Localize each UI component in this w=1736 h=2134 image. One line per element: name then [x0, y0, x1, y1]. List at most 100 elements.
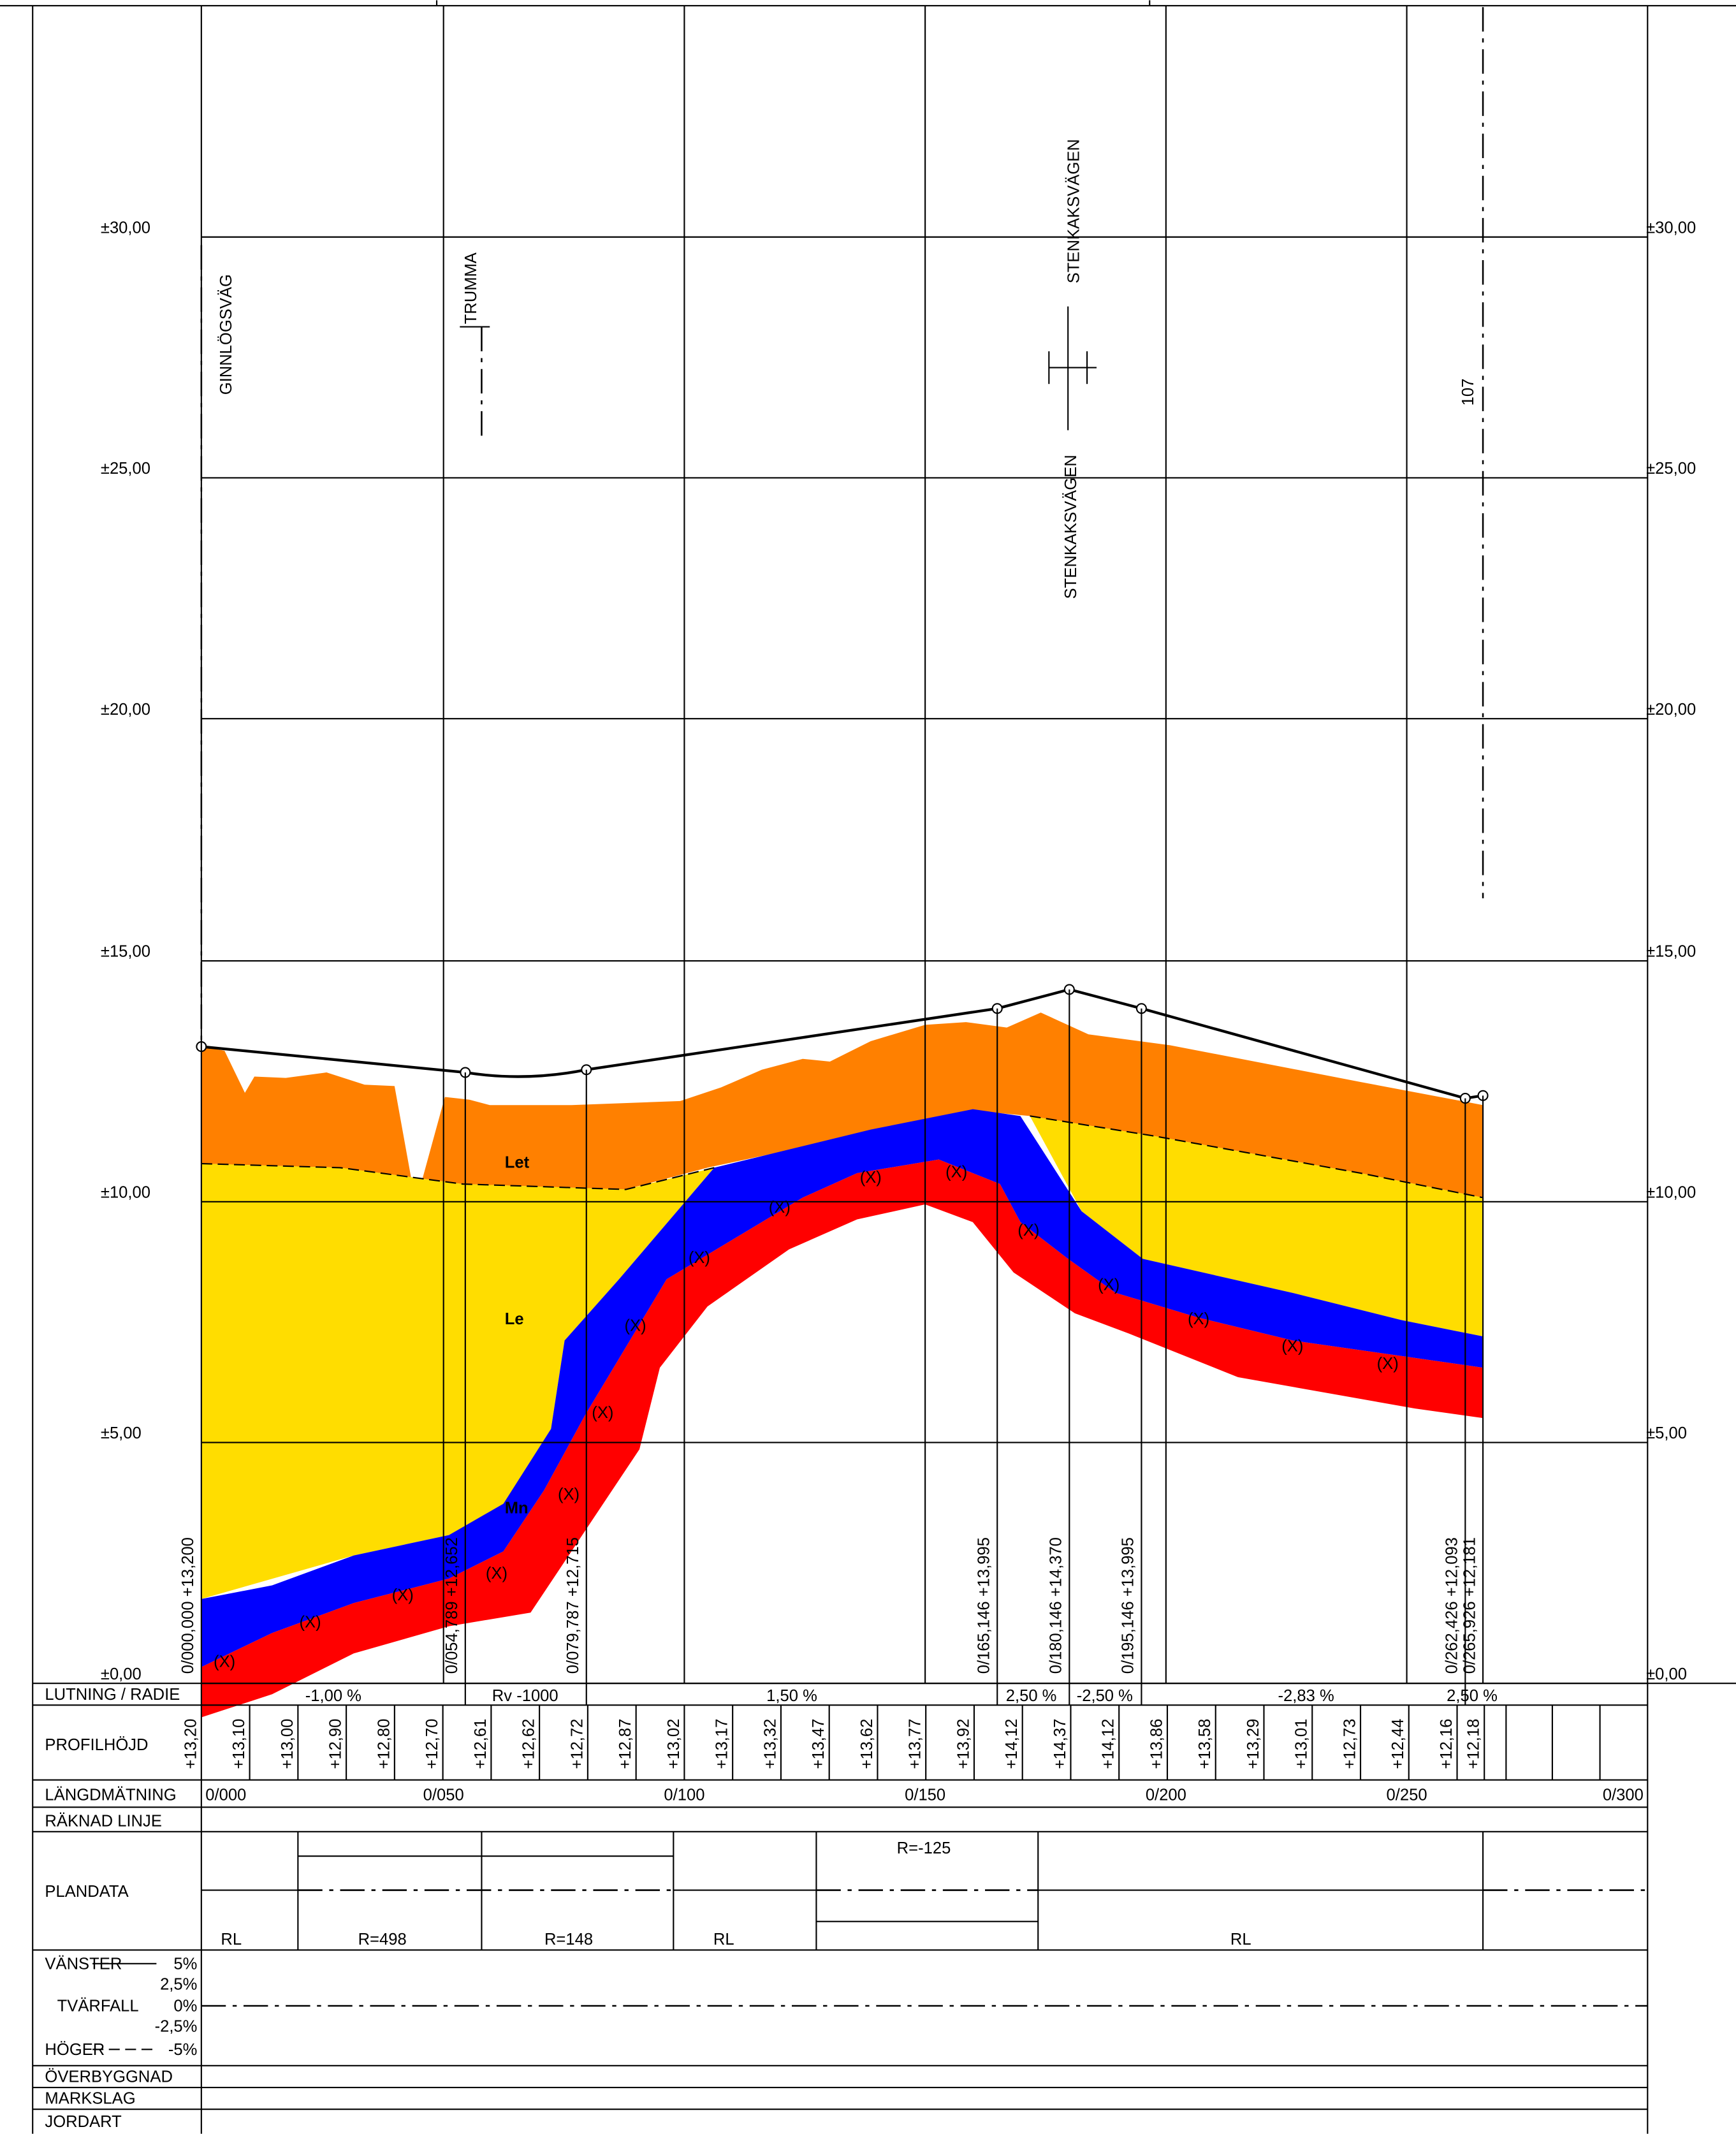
crossfall-label: -5% [168, 2041, 198, 2059]
profile-height: +13,02 [665, 1719, 683, 1769]
crossfall-label: 0% [173, 1998, 197, 2015]
plandata-value: RL [713, 1931, 734, 1948]
layer-mark: (X) [689, 1249, 710, 1267]
layer-mark: (X) [769, 1199, 791, 1217]
chainage-label: 0/150 [905, 1787, 945, 1804]
crossfall-label: TVÄRFALL [57, 1998, 139, 2015]
profile-height: +12,80 [375, 1719, 393, 1769]
profile-height: +12,62 [520, 1719, 538, 1769]
profile-height: +13,47 [810, 1719, 828, 1769]
station-label: 0/195,146 +13,995 [1120, 1537, 1137, 1674]
layer-mark: (X) [592, 1404, 613, 1422]
layer-mark: (X) [299, 1614, 321, 1632]
profile-height: +12,90 [327, 1719, 345, 1769]
layer-mark: (X) [1281, 1338, 1303, 1356]
profile-height: +13,92 [954, 1719, 972, 1769]
profile-height: +12,72 [568, 1719, 586, 1769]
layer-label: Let [505, 1153, 530, 1171]
chainage-label: 0/300 [1603, 1787, 1644, 1804]
layer-mark: (X) [214, 1653, 235, 1671]
elevation-label-left: ±30,00 [101, 219, 150, 237]
profile-height: +13,32 [761, 1719, 779, 1769]
elevation-label-right: ±0,00 [1646, 1665, 1687, 1683]
elevation-label-right: ±15,00 [1646, 943, 1696, 961]
plandata-value: RL [1230, 1931, 1251, 1948]
crossing-symbol [1048, 306, 1097, 430]
profile-height: +13,10 [230, 1719, 248, 1769]
profile-height: +13,29 [1244, 1719, 1262, 1769]
profile-height: +12,87 [616, 1719, 634, 1769]
station-label: 0/262,426 +12,093 [1443, 1537, 1461, 1674]
station-label: 0/000,000 +13,200 [179, 1537, 197, 1674]
road-name: STENKAKSVÄGEN [1062, 455, 1080, 599]
crossfall-label: 2,5% [160, 1975, 197, 1993]
layer-le [1030, 1116, 1484, 1337]
row-label: PROFILHÖJD [45, 1736, 148, 1754]
plandata-value: RL [221, 1931, 242, 1948]
profile-height: +13,01 [1293, 1719, 1311, 1769]
elevation-label-right: ±10,00 [1646, 1183, 1696, 1201]
layer-mark: (X) [486, 1565, 507, 1582]
elevation-label-left: ±5,00 [101, 1424, 142, 1442]
layer-mark: (X) [392, 1586, 414, 1604]
plandata-value: R=498 [358, 1931, 407, 1948]
elevation-label-right: ±20,00 [1646, 701, 1696, 719]
row-label: ÖVERBYGGNAD [45, 2068, 173, 2086]
layer-mark: (X) [625, 1317, 646, 1334]
lutning-value: 2,50 % [1447, 1687, 1498, 1705]
layer-label: Mn [505, 1499, 529, 1517]
elevation-label-left: ±20,00 [101, 701, 150, 719]
plandata-value: R=148 [544, 1931, 593, 1948]
elevation-label-left: ±0,00 [101, 1665, 142, 1683]
station-label: 0/054,789 +12,652 [443, 1537, 461, 1674]
profile-height: +14,12 [1100, 1719, 1118, 1769]
let-boundary [201, 1162, 715, 1190]
profile-height: +14,37 [1051, 1719, 1069, 1769]
chainage-label: 0/000 [205, 1787, 246, 1804]
layer-mark: (X) [1377, 1355, 1399, 1373]
crossfall-label: -2,5% [155, 2018, 198, 2036]
chainage-label: 0/050 [423, 1787, 464, 1804]
profile-points [196, 984, 1489, 1104]
elevation-label-left: ±10,00 [101, 1183, 150, 1201]
profile-height: +12,73 [1341, 1719, 1359, 1769]
chainage-label: 0/200 [1146, 1787, 1186, 1804]
station-label: 0/265,926 +12,181 [1461, 1537, 1478, 1674]
profile-height: +13,86 [1148, 1719, 1165, 1769]
layer-red [201, 1159, 1484, 1718]
profile-line [201, 988, 1484, 1100]
row-label: MARKSLAG [45, 2090, 135, 2108]
row-label: LÄNGDMÄTNING [45, 1787, 176, 1804]
profile-height: +13,62 [858, 1719, 876, 1769]
row-label: LUTNING / RADIE [45, 1686, 180, 1704]
row-label: JORDART [45, 2113, 122, 2131]
station-label: 0/079,787 +12,715 [564, 1537, 582, 1674]
road-name: GINNLÖGSVÄG [217, 274, 235, 395]
profile-height: +13,77 [907, 1719, 924, 1769]
road-name: STENKAKSVÄGEN [1065, 139, 1083, 283]
let-boundary [1030, 1115, 1484, 1199]
lutning-value: Rv -1000 [492, 1687, 558, 1705]
elevation-label-left: ±15,00 [101, 943, 150, 961]
lutning-value: -2,50 % [1077, 1687, 1133, 1705]
layer-mark: (X) [558, 1486, 580, 1503]
plandata-lines [201, 1855, 1484, 1922]
elevation-label-right: ±25,00 [1646, 460, 1696, 478]
layer-label: Le [505, 1310, 524, 1328]
row-label: PLANDATA [45, 1883, 129, 1901]
chainage-label: 0/250 [1387, 1787, 1427, 1804]
layer-blue [201, 1109, 1484, 1667]
layer-let [201, 1012, 1484, 1198]
road-name: 107 [1459, 379, 1477, 406]
profile-height: +12,44 [1389, 1719, 1407, 1769]
layer-mark: (X) [1188, 1310, 1209, 1328]
layer-mark: (X) [860, 1169, 882, 1187]
elevation-label-right: ±5,00 [1646, 1424, 1687, 1442]
profile-height: +13,17 [713, 1719, 731, 1769]
crossfall-label: 5% [173, 1955, 197, 1973]
row-label: RÄKNAD LINJE [45, 1812, 161, 1830]
crossfall-label: VÄNSTER [45, 1955, 122, 1973]
layer-mark: (X) [1018, 1222, 1039, 1239]
plandata-value: R=-125 [897, 1839, 951, 1857]
